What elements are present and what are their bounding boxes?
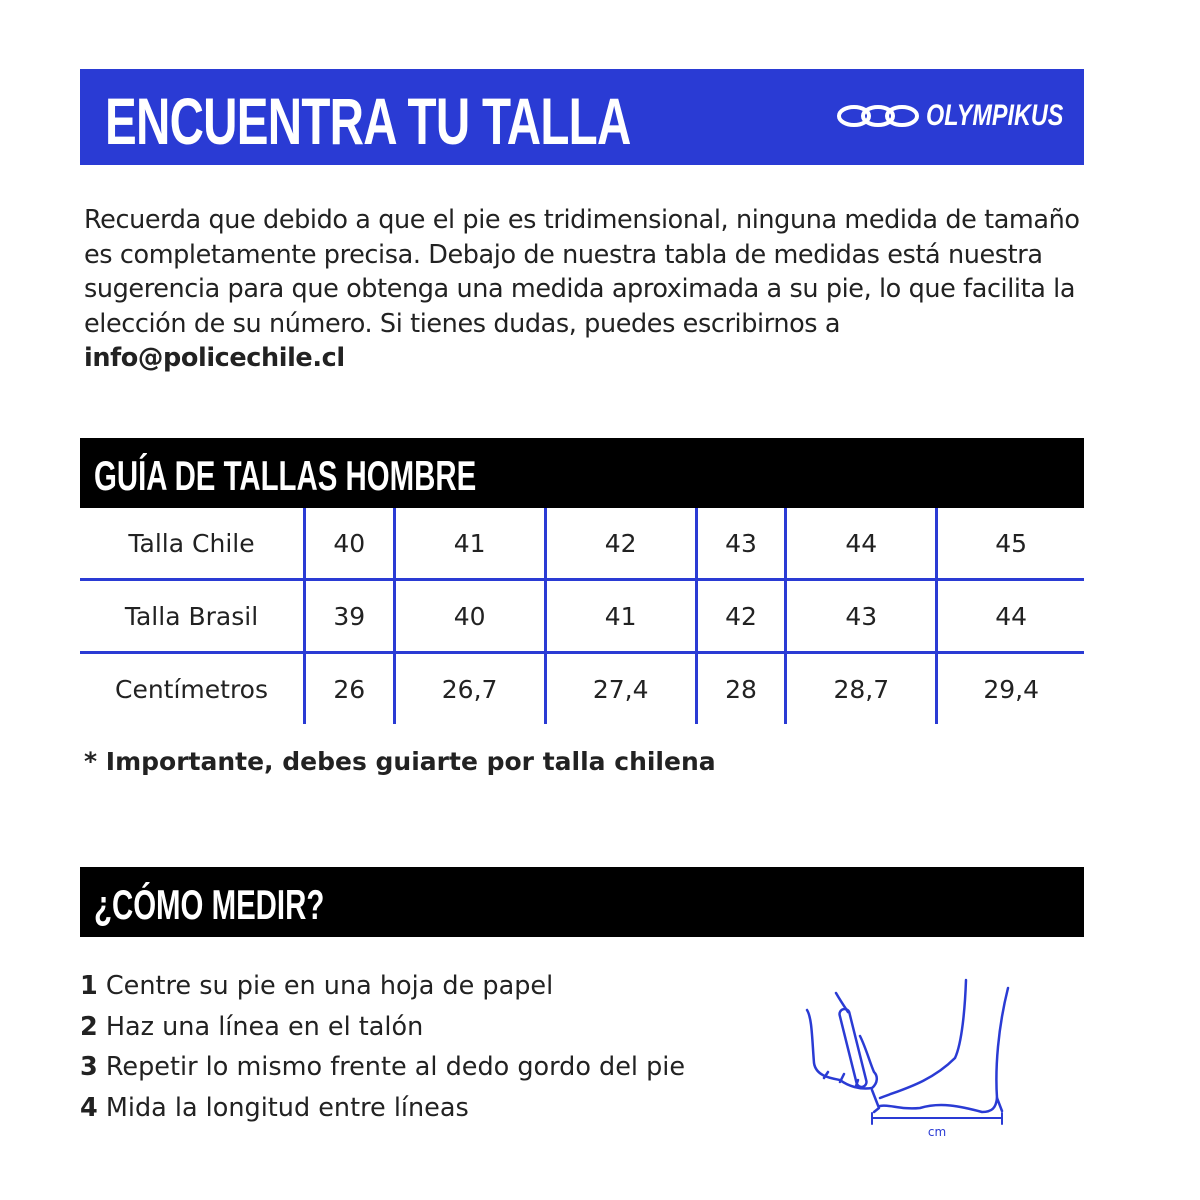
table-cell: 44: [935, 579, 1084, 653]
steps-list: 1 Centre su pie en una hoja de papel 2 H…: [80, 966, 685, 1129]
table-cell: 27,4: [543, 652, 697, 724]
step-item: 3 Repetir lo mismo frente al dedo gordo …: [80, 1052, 686, 1083]
table-row: Centímetros 26 26,7 27,4 28 28,7 29,4: [80, 652, 1084, 724]
how-to-header: ¿CÓMO MEDIR?: [80, 867, 1084, 937]
cm-label: cm: [928, 1125, 946, 1139]
brand-name: OLYMPIKUS: [925, 99, 1064, 132]
table-cell: 29,4: [935, 652, 1084, 724]
table-cell: 39: [303, 579, 395, 653]
table-cell: 28,7: [784, 652, 937, 724]
table-cell: 40: [392, 579, 546, 653]
table-cell: 26,7: [392, 652, 546, 724]
size-guide-title: GUÍA DE TALLAS HOMBRE: [94, 452, 477, 499]
table-cell: 45: [935, 508, 1084, 580]
intro-paragraph: Recuerda que debido a que el pie es trid…: [84, 203, 1094, 376]
table-cell: 42: [694, 579, 786, 653]
row-label: Talla Brasil: [124, 601, 259, 631]
table-cell: 28: [694, 652, 786, 724]
step-item: 1 Centre su pie en una hoja de papel: [80, 971, 554, 1001]
title-banner: ENCUENTRA TU TALLA OLYMPIKUS: [80, 69, 1084, 165]
brand-logo: OLYMPIKUS: [836, 99, 1064, 133]
foot-measure-illustration: cm: [805, 978, 1010, 1139]
size-guide-header: GUÍA DE TALLAS HOMBRE: [80, 438, 1084, 508]
table-cell: 43: [694, 508, 786, 580]
intro-text: Recuerda que debido a que el pie es trid…: [84, 205, 1080, 339]
table-cell: 44: [784, 508, 937, 580]
table-cell: 26: [303, 652, 395, 724]
table-cell: 40: [303, 508, 395, 580]
table-cell: 41: [392, 508, 546, 580]
page-title: ENCUENTRA TU TALLA: [105, 84, 631, 158]
table-cell: 43: [784, 579, 937, 653]
important-note: * Importante, debes guiarte por talla ch…: [84, 747, 716, 776]
step-item: 2 Haz una línea en el talón: [80, 1011, 424, 1042]
row-label: Centímetros: [114, 674, 268, 704]
contact-email[interactable]: info@policechile.cl: [84, 343, 345, 373]
how-to-title: ¿CÓMO MEDIR?: [94, 881, 325, 928]
row-label: Talla Chile: [128, 528, 255, 558]
table-row: Talla Brasil 39 40 41 42 43 44: [80, 579, 1084, 653]
size-table: Talla Chile 40 41 42 43 44 45 Talla Bras…: [80, 508, 1084, 724]
table-row: Talla Chile 40 41 42 43 44 45: [80, 508, 1084, 580]
table-cell: 41: [543, 579, 697, 653]
rings-icon: [836, 105, 919, 127]
table-cell: 42: [543, 508, 697, 580]
step-item: 4 Mida la longitud entre líneas: [80, 1093, 469, 1124]
